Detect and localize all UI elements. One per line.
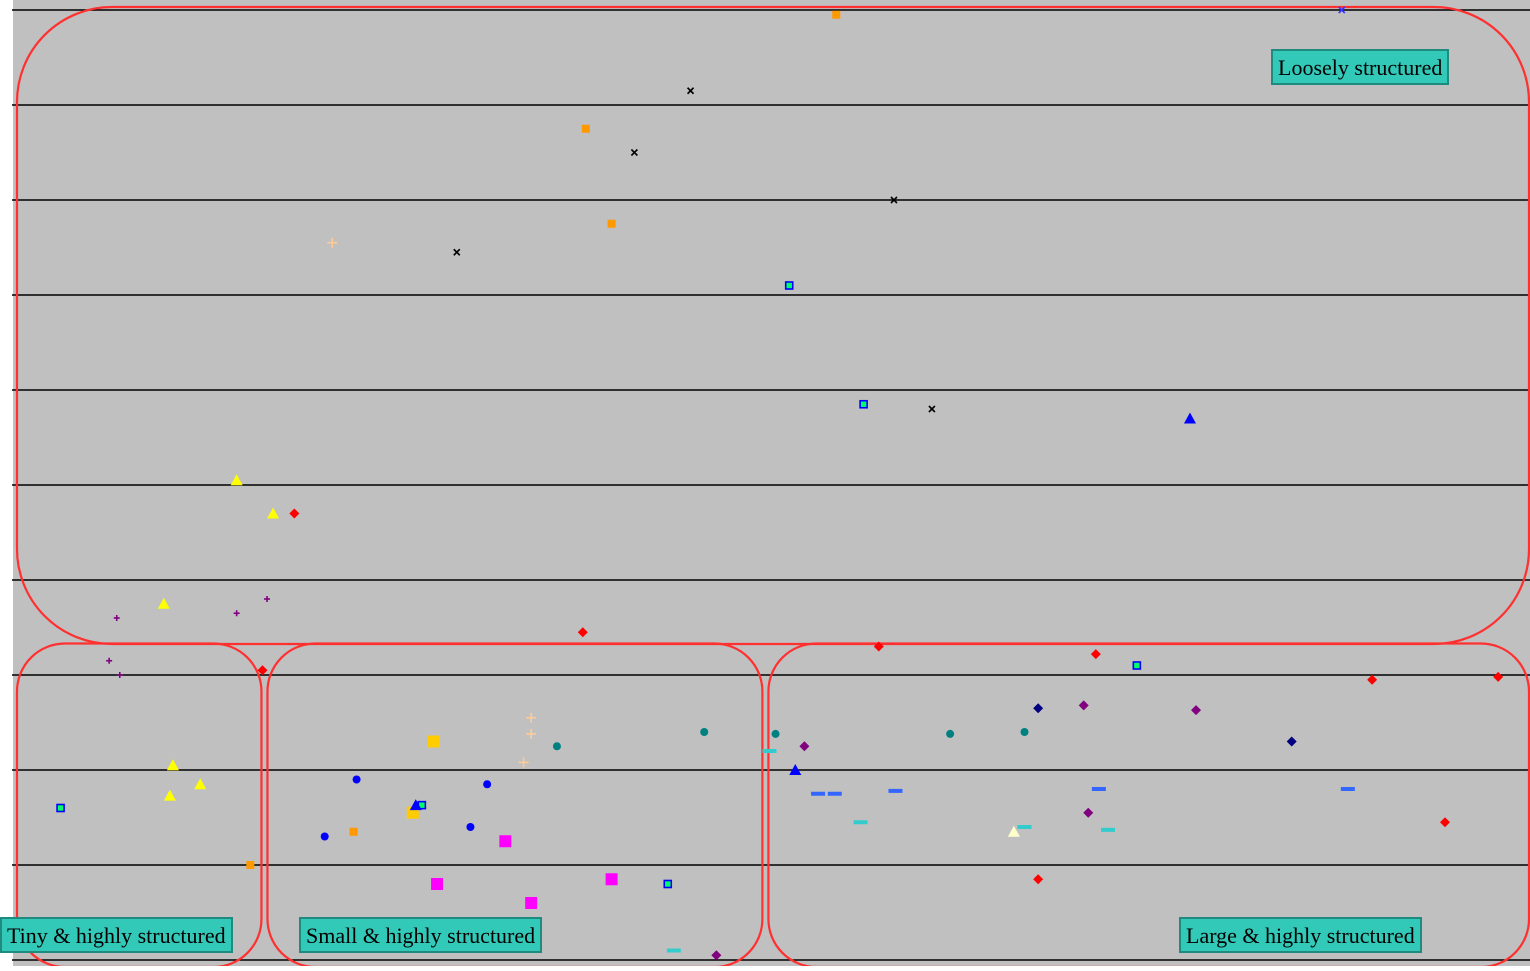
data-point-s5-8 (1033, 874, 1044, 885)
data-point-s9-2 (605, 873, 618, 886)
data-point-s12-1 (1191, 705, 1202, 716)
data-points (56, 6, 1504, 961)
data-point-s7-3 (320, 832, 329, 841)
data-point-s6-1 (233, 610, 240, 617)
data-point-s15-4 (1340, 787, 1355, 791)
data-point-s14-4 (666, 948, 681, 953)
data-point-s3-0 (327, 237, 338, 248)
data-point-s14-3 (1100, 827, 1115, 832)
data-point-s12-0 (1078, 700, 1089, 711)
data-point-s8-0 (428, 735, 441, 748)
data-point-s9-1 (431, 878, 444, 890)
data-point-s13-0 (1183, 412, 1196, 424)
data-point-s5-6 (1493, 671, 1504, 682)
data-point-s14-0 (762, 749, 777, 753)
data-point-s5-3 (1090, 649, 1101, 660)
data-point-s16-0 (1007, 825, 1020, 837)
data-point-s2-1 (859, 399, 868, 409)
data-point-s12-2 (799, 741, 810, 752)
data-point-s9-0 (499, 835, 512, 848)
data-point-s15-3 (1091, 787, 1106, 791)
data-point-s2-3 (56, 803, 65, 813)
data-point-s7-0 (352, 775, 361, 784)
data-point-s10-1 (700, 728, 709, 736)
data-point-s7-2 (466, 823, 475, 831)
gridlines (8, 9, 1530, 961)
data-point-s10-2 (771, 729, 780, 738)
data-point-s17-0 (1338, 6, 1346, 14)
data-point-s0-4 (928, 405, 936, 413)
data-point-s0-0 (686, 87, 695, 95)
data-point-s4-3 (166, 759, 179, 771)
data-point-s1-0 (832, 10, 841, 19)
data-point-s5-0 (289, 508, 300, 519)
data-point-s0-1 (630, 148, 638, 157)
data-point-s4-0 (230, 474, 243, 486)
region-outline-0 (15, 5, 1530, 646)
data-point-s5-7 (1439, 817, 1450, 828)
data-point-s13-1 (789, 764, 802, 775)
data-point-s6-2 (264, 596, 271, 602)
data-point-s9-3 (525, 897, 538, 909)
data-point-s2-5 (663, 879, 673, 889)
data-point-s6-3 (106, 657, 113, 664)
data-point-s10-0 (552, 742, 561, 751)
data-point-s5-1 (577, 627, 588, 638)
data-point-s15-2 (888, 788, 903, 793)
large-highly-structured-label: Large & highly structured (1179, 917, 1422, 953)
data-point-s10-4 (1020, 728, 1029, 736)
tiny-highly-structured-label: Tiny & highly structured (0, 917, 233, 953)
data-point-s5-2 (873, 641, 884, 652)
data-point-s14-2 (1017, 825, 1032, 829)
data-point-s5-5 (1367, 674, 1378, 685)
data-point-s2-2 (1132, 661, 1142, 670)
data-point-s12-3 (1083, 807, 1094, 818)
data-point-s3-3 (518, 757, 529, 768)
small-highly-structured-label: Small & highly structured (299, 917, 543, 953)
data-point-s4-4 (194, 778, 207, 790)
data-point-s10-3 (946, 729, 955, 738)
data-point-s1-1 (581, 124, 590, 133)
plot-area-background (11, 0, 1530, 966)
data-point-s4-1 (267, 507, 280, 519)
data-point-s0-3 (453, 248, 461, 256)
data-point-s15-1 (827, 791, 842, 796)
data-point-s12-4 (711, 950, 722, 961)
data-point-s2-0 (784, 281, 794, 290)
data-point-s4-2 (157, 597, 170, 609)
data-point-s3-2 (526, 728, 537, 739)
data-point-s1-4 (246, 861, 255, 869)
data-point-s1-3 (349, 827, 358, 836)
data-point-s1-2 (607, 219, 616, 228)
region-outlines (15, 5, 1530, 969)
data-point-s6-4 (116, 672, 123, 678)
data-point-s11-0 (1033, 703, 1044, 714)
data-point-s0-2 (890, 196, 898, 204)
data-point-s6-0 (113, 615, 120, 621)
data-point-s11-1 (1286, 736, 1297, 747)
data-point-s13-2 (409, 799, 422, 811)
loosely-structured-label: Loosely structured (1271, 49, 1450, 85)
data-point-s4-5 (163, 789, 176, 801)
data-point-s14-1 (853, 820, 868, 825)
data-point-s15-0 (811, 791, 826, 796)
data-point-s3-1 (526, 712, 537, 723)
data-point-s5-4 (257, 665, 268, 676)
data-point-s7-1 (483, 780, 492, 789)
